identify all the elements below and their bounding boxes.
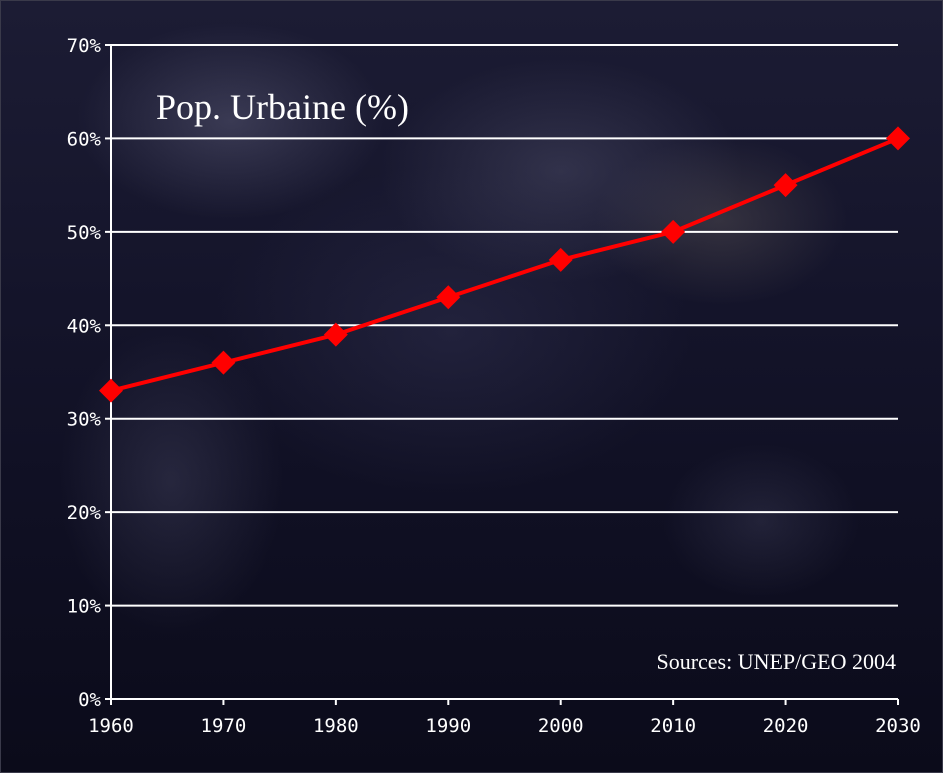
data-point: [99, 378, 123, 403]
chart-title: Pop. Urbaine (%): [156, 87, 409, 127]
x-tick-label: 2010: [650, 715, 696, 737]
x-tick-label: 2030: [875, 715, 921, 737]
x-tick-label: 1960: [88, 715, 134, 737]
y-tick-label: 70%: [67, 35, 102, 57]
gridlines: [111, 44, 898, 607]
y-tick-label: 0%: [78, 689, 101, 711]
y-tick-label: 20%: [67, 502, 102, 524]
y-tick-label: 30%: [67, 409, 102, 431]
y-tick-label: 10%: [67, 596, 102, 618]
x-tick-label: 1980: [313, 715, 359, 737]
y-tick-label: 60%: [67, 128, 102, 150]
data-point: [436, 285, 461, 310]
y-tick-label: 40%: [67, 315, 102, 337]
x-tick-label: 1990: [425, 715, 471, 737]
x-axis-tick-labels: 1960 1970 1980 1990 2000 2010 2020 2030: [88, 715, 921, 737]
data-point: [886, 126, 910, 151]
x-tick-label: 1970: [201, 715, 247, 737]
series-line: [110, 136, 899, 393]
data-point: [773, 173, 798, 198]
series-urban-population: [99, 126, 910, 403]
x-tick-label: 2000: [538, 715, 584, 737]
data-point: [548, 247, 573, 272]
y-axis-tick-labels: 0% 10% 20% 30% 40% 50% 60% 70%: [67, 35, 102, 711]
data-point: [323, 322, 348, 347]
x-tick-label: 2020: [763, 715, 809, 737]
axes: [105, 44, 899, 705]
data-point: [661, 219, 686, 244]
data-point: [211, 350, 236, 375]
source-annotation: Sources: UNEP/GEO 2004: [656, 649, 896, 674]
y-tick-label: 50%: [67, 222, 102, 244]
